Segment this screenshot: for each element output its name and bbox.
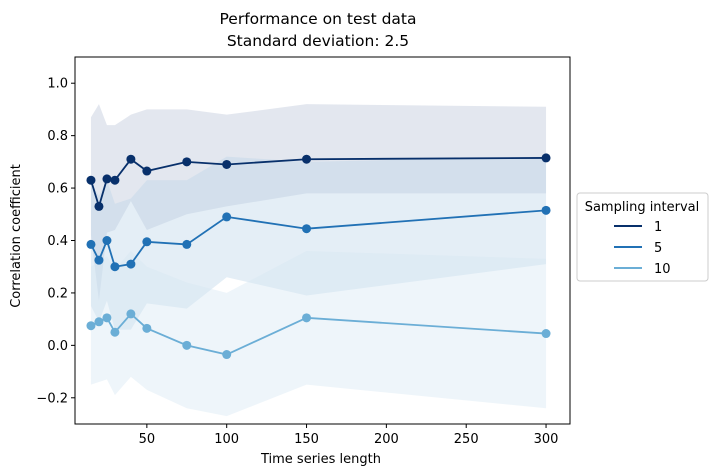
series-1-point — [102, 174, 112, 184]
chart-subtitle: Standard deviation: 2.5 — [227, 32, 409, 50]
x-tick-label: 200 — [374, 432, 399, 447]
y-tick-label: 1.0 — [47, 77, 68, 92]
series-1-point — [110, 175, 120, 185]
y-tick-label: 0.0 — [47, 339, 68, 354]
series-10-point — [86, 321, 96, 331]
series-1-point — [142, 166, 152, 176]
y-tick-label: 0.8 — [47, 129, 68, 144]
series-5-point — [142, 237, 152, 247]
series-5-point — [182, 239, 192, 249]
series-5-point — [94, 255, 104, 265]
x-tick-label: 250 — [454, 432, 479, 447]
series-5-point — [102, 236, 112, 245]
series-1-band — [90, 104, 547, 301]
series-5-point — [110, 262, 120, 272]
series-1-point — [222, 159, 232, 169]
chart-title: Performance on test data — [220, 10, 417, 28]
y-tick-label: 0.6 — [47, 182, 68, 197]
x-axis-ticks: 50 100 150 200 250 300 — [139, 424, 559, 447]
series-10-band — [90, 250, 547, 417]
series-5-point — [86, 239, 96, 249]
series-10-point — [110, 327, 120, 337]
series-1-point — [86, 175, 96, 185]
series-5-point — [541, 205, 551, 215]
series-5-band — [90, 156, 547, 330]
series-1-point — [94, 201, 104, 211]
legend-label-5: 5 — [654, 241, 662, 256]
series-10-point — [302, 313, 312, 323]
series-10-point — [142, 323, 152, 333]
legend-label-10: 10 — [654, 262, 671, 277]
series-10-point — [222, 350, 232, 360]
series-1-point — [541, 153, 551, 163]
x-tick-label: 50 — [139, 432, 156, 447]
series-1-point — [126, 154, 136, 164]
series-1-line — [90, 157, 547, 210]
y-tick-label: −0.2 — [36, 391, 68, 406]
series-1-point — [182, 157, 192, 167]
y-axis-ticks: −0.2 0.0 0.2 0.4 0.6 0.8 1.0 — [36, 77, 75, 406]
legend-title: Sampling interval — [585, 200, 700, 215]
x-tick-label: 100 — [214, 432, 239, 447]
x-axis-label: Time series length — [260, 452, 381, 467]
series-5-point — [222, 212, 232, 222]
series-10-point — [541, 329, 551, 339]
series-1-point — [302, 154, 312, 164]
y-tick-label: 0.2 — [47, 286, 68, 301]
series-10-point — [126, 309, 136, 319]
series-10-point — [94, 317, 104, 327]
legend-box — [576, 192, 709, 282]
series-5-line — [90, 209, 547, 268]
y-tick-label: 0.4 — [47, 234, 68, 249]
series-10-point — [182, 340, 192, 350]
y-axis-label: Correlation coefficient — [9, 164, 24, 308]
x-tick-label: 300 — [534, 432, 559, 447]
series-10-point — [102, 313, 112, 323]
confidence-bands — [90, 104, 547, 417]
series-5-point — [126, 259, 136, 269]
series-5-point — [302, 224, 312, 234]
legend-label-1: 1 — [654, 220, 662, 235]
series-points — [86, 153, 551, 360]
x-tick-label: 150 — [294, 432, 319, 447]
